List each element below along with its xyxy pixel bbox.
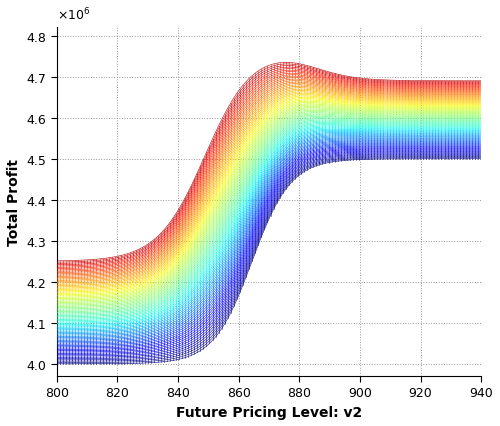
X-axis label: Future Pricing Level: v2: Future Pricing Level: v2 <box>176 405 362 419</box>
Text: $\times10^6$: $\times10^6$ <box>57 7 90 23</box>
Y-axis label: Total Profit: Total Profit <box>7 159 21 246</box>
